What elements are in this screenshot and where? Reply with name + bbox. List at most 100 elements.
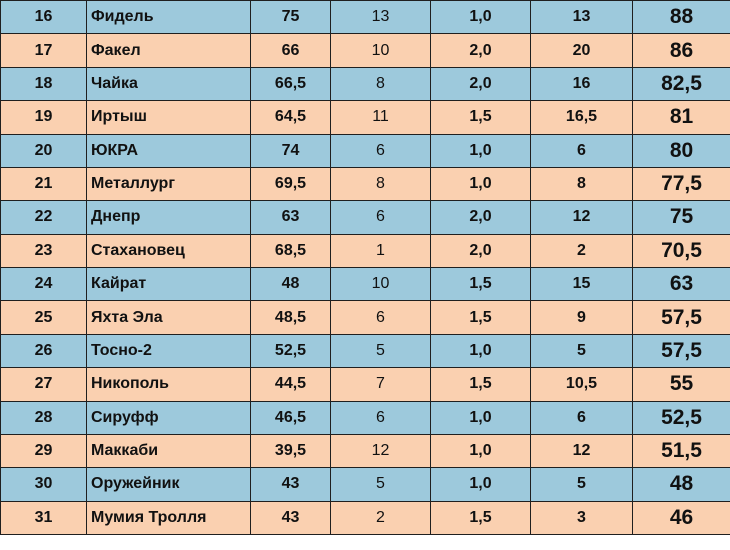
cell-team-name: Стахановец [86, 233, 251, 269]
cell-team-name: Никополь [86, 367, 251, 402]
cell-team-name: Кайрат [86, 266, 251, 302]
cell-col-3: 66,5 [250, 66, 331, 102]
table-row: 26 Тосно-2 52,5 5 1,0 5 57,5 [0, 333, 730, 369]
cell-col-5: 2,0 [430, 66, 531, 102]
cell-col-3: 68,5 [250, 233, 331, 269]
cell-col-4: 10 [330, 33, 431, 68]
cell-col-6: 12 [530, 200, 633, 235]
cell-col-6: 2 [530, 233, 633, 269]
cell-col-4: 8 [330, 166, 431, 202]
table-row: 25 Яхта Эла 48,5 6 1,5 9 57,5 [0, 300, 730, 335]
cell-col-4: 13 [330, 0, 431, 35]
table-row: 18 Чайка 66,5 8 2,0 16 82,5 [0, 66, 730, 102]
cell-total: 63 [632, 266, 730, 302]
cell-col-4: 12 [330, 433, 431, 469]
cell-total: 57,5 [632, 300, 730, 335]
cell-col-5: 1,5 [430, 266, 531, 302]
cell-col-6: 20 [530, 33, 633, 68]
cell-col-5: 1,0 [430, 433, 531, 469]
cell-col-6: 3 [530, 500, 633, 536]
cell-col-3: 43 [250, 467, 331, 502]
standings-table: 16 Фидель 75 13 1,0 13 88 17 Факел 66 10 2,0 20 86 18 Ч… [0, 0, 730, 536]
cell-total: 82,5 [632, 66, 730, 102]
cell-col-5: 1,0 [430, 467, 531, 502]
cell-place: 17 [0, 33, 87, 68]
cell-col-5: 1,5 [430, 367, 531, 402]
cell-col-3: 69,5 [250, 166, 331, 202]
cell-total: 51,5 [632, 433, 730, 469]
table-row: 24 Кайрат 48 10 1,5 15 63 [0, 266, 730, 302]
cell-total: 48 [632, 467, 730, 502]
cell-place: 28 [0, 400, 87, 435]
cell-col-6: 8 [530, 166, 633, 202]
table-row: 19 Иртыш 64,5 11 1,5 16,5 81 [0, 100, 730, 135]
cell-col-4: 11 [330, 100, 431, 135]
cell-place: 30 [0, 467, 87, 502]
cell-col-3: 44,5 [250, 367, 331, 402]
cell-col-4: 6 [330, 300, 431, 335]
cell-col-5: 1,5 [430, 500, 531, 536]
cell-col-4: 6 [330, 133, 431, 168]
cell-total: 46 [632, 500, 730, 536]
cell-total: 80 [632, 133, 730, 168]
cell-team-name: ЮКРА [86, 133, 251, 168]
cell-place: 19 [0, 100, 87, 135]
table-row: 29 Маккаби 39,5 12 1,0 12 51,5 [0, 433, 730, 469]
cell-col-3: 48 [250, 266, 331, 302]
cell-place: 26 [0, 333, 87, 369]
cell-col-3: 63 [250, 200, 331, 235]
cell-col-5: 2,0 [430, 33, 531, 68]
cell-col-3: 52,5 [250, 333, 331, 369]
cell-col-5: 2,0 [430, 200, 531, 235]
cell-col-5: 1,5 [430, 100, 531, 135]
cell-col-6: 6 [530, 400, 633, 435]
cell-col-3: 39,5 [250, 433, 331, 469]
cell-col-5: 1,0 [430, 0, 531, 35]
table-row: 27 Никополь 44,5 7 1,5 10,5 55 [0, 367, 730, 402]
cell-team-name: Маккаби [86, 433, 251, 469]
cell-col-5: 2,0 [430, 233, 531, 269]
cell-col-4: 2 [330, 500, 431, 536]
cell-place: 23 [0, 233, 87, 269]
cell-col-5: 1,0 [430, 166, 531, 202]
cell-team-name: Иртыш [86, 100, 251, 135]
cell-team-name: Яхта Эла [86, 300, 251, 335]
cell-place: 24 [0, 266, 87, 302]
cell-total: 75 [632, 200, 730, 235]
cell-col-6: 5 [530, 467, 633, 502]
cell-col-6: 5 [530, 333, 633, 369]
cell-total: 77,5 [632, 166, 730, 202]
cell-col-3: 46,5 [250, 400, 331, 435]
cell-team-name: Днепр [86, 200, 251, 235]
table-row: 23 Стахановец 68,5 1 2,0 2 70,5 [0, 233, 730, 269]
cell-place: 21 [0, 166, 87, 202]
cell-col-6: 12 [530, 433, 633, 469]
cell-col-3: 64,5 [250, 100, 331, 135]
cell-col-6: 15 [530, 266, 633, 302]
cell-place: 16 [0, 0, 87, 35]
cell-team-name: Оружейник [86, 467, 251, 502]
cell-col-6: 13 [530, 0, 633, 35]
cell-place: 29 [0, 433, 87, 469]
cell-total: 55 [632, 367, 730, 402]
cell-col-4: 10 [330, 266, 431, 302]
cell-col-4: 8 [330, 66, 431, 102]
cell-col-4: 6 [330, 200, 431, 235]
cell-total: 86 [632, 33, 730, 68]
table-row: 21 Металлург 69,5 8 1,0 8 77,5 [0, 166, 730, 202]
cell-place: 25 [0, 300, 87, 335]
table-row: 20 ЮКРА 74 6 1,0 6 80 [0, 133, 730, 168]
cell-col-4: 5 [330, 467, 431, 502]
cell-col-6: 16,5 [530, 100, 633, 135]
cell-col-3: 48,5 [250, 300, 331, 335]
cell-place: 27 [0, 367, 87, 402]
cell-col-4: 1 [330, 233, 431, 269]
cell-total: 70,5 [632, 233, 730, 269]
cell-place: 20 [0, 133, 87, 168]
cell-col-3: 66 [250, 33, 331, 68]
cell-team-name: Металлург [86, 166, 251, 202]
table-row: 17 Факел 66 10 2,0 20 86 [0, 33, 730, 68]
table-body: 16 Фидель 75 13 1,0 13 88 17 Факел 66 10 2,0 20 86 18 Ч… [0, 0, 730, 536]
cell-total: 88 [632, 0, 730, 35]
table-row: 30 Оружейник 43 5 1,0 5 48 [0, 467, 730, 502]
